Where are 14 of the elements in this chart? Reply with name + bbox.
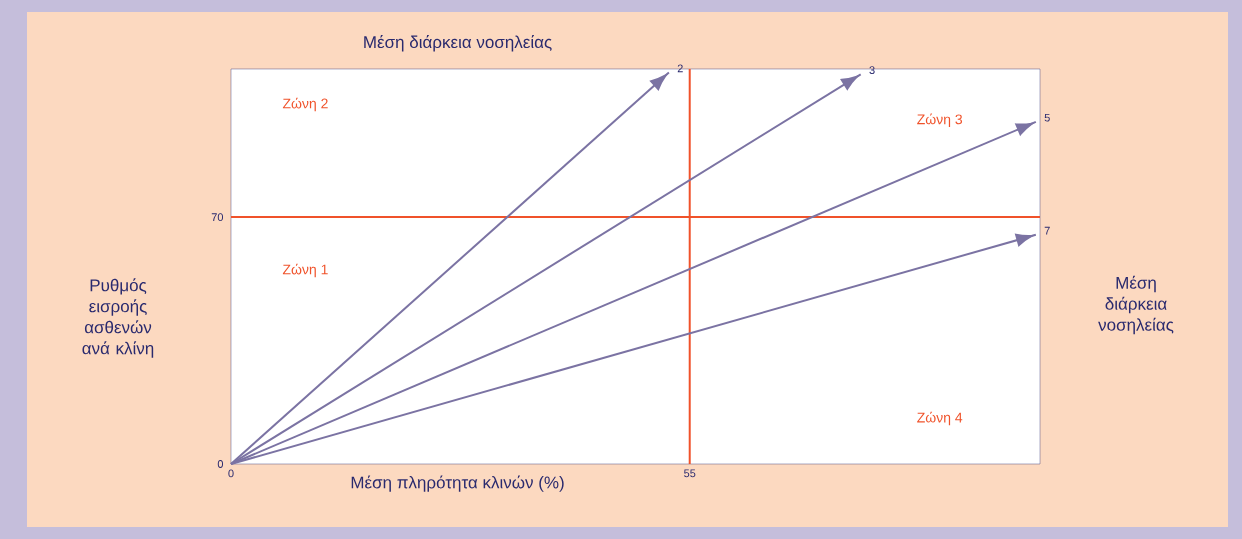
- y-axis-title: Ρυθμός εισροής ασθενών ανά κλίνη: [82, 278, 154, 358]
- series-label: 2: [677, 64, 683, 73]
- annotation: Ζώνη 1: [282, 263, 328, 278]
- annotation: Ζώνη 3: [917, 113, 963, 128]
- annotation: Ζώνη 4: [917, 411, 963, 426]
- y2-axis-title: Μέση διάρκεια νοσηλείας: [1098, 275, 1174, 335]
- annotation: Ζώνη 2: [282, 97, 328, 112]
- series-label: 5: [1044, 113, 1050, 122]
- x-tick-label: 55: [684, 469, 696, 478]
- x-axis-title: Μέση πληρότητα κλινών (%): [351, 475, 564, 492]
- series-label: 3: [869, 66, 875, 74]
- chart-title: Μέση διάρκεια νοσηλείας: [364, 35, 552, 52]
- series-label: 7: [1044, 226, 1050, 235]
- y-tick-label: 70: [211, 213, 224, 222]
